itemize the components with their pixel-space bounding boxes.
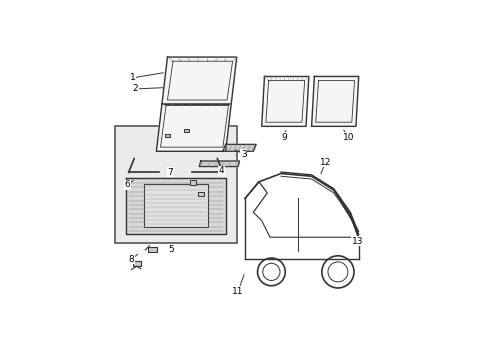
Polygon shape <box>261 76 308 126</box>
Text: 3: 3 <box>240 150 246 158</box>
Text: 11: 11 <box>232 287 244 296</box>
Bar <box>198 192 203 195</box>
Polygon shape <box>223 144 256 151</box>
Text: 7: 7 <box>167 168 173 177</box>
Polygon shape <box>311 76 358 126</box>
Text: 8: 8 <box>128 255 134 264</box>
Text: 6: 6 <box>124 180 130 189</box>
Text: 5: 5 <box>168 245 174 254</box>
Polygon shape <box>156 104 231 151</box>
Text: 10: 10 <box>343 133 354 142</box>
Text: 12: 12 <box>319 158 330 167</box>
Bar <box>183 129 189 132</box>
Text: 1: 1 <box>130 73 135 82</box>
Text: 2: 2 <box>132 85 138 94</box>
Text: 13: 13 <box>351 237 363 246</box>
Bar <box>115 126 236 243</box>
Polygon shape <box>125 178 225 234</box>
Polygon shape <box>199 161 239 167</box>
Bar <box>148 247 157 252</box>
Text: 4: 4 <box>218 166 224 175</box>
Bar <box>143 184 207 227</box>
Text: 9: 9 <box>281 133 286 142</box>
Bar <box>164 134 169 138</box>
Bar <box>133 261 140 266</box>
Polygon shape <box>162 57 236 104</box>
Bar <box>189 180 195 185</box>
